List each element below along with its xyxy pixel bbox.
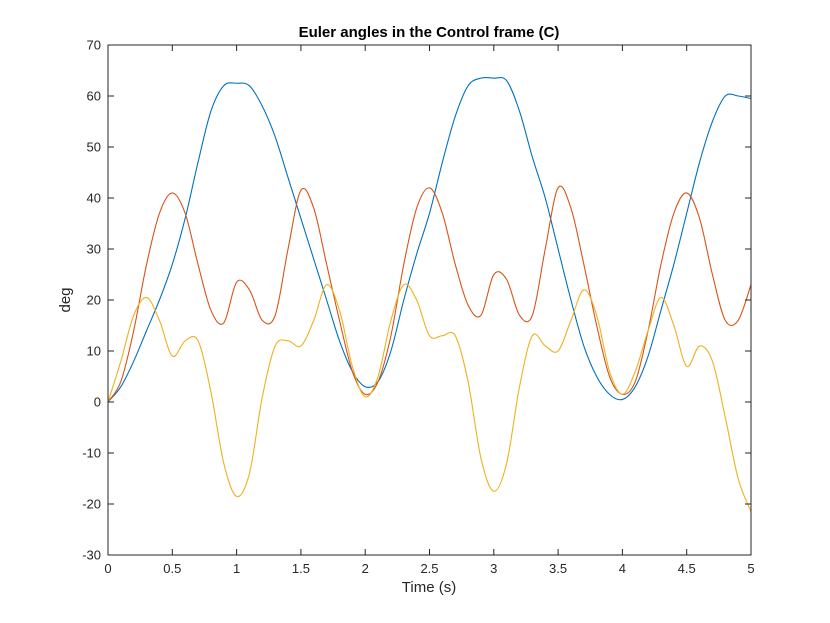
x-tick-label: 4.5	[678, 561, 696, 576]
x-tick-label: 3.5	[549, 561, 567, 576]
x-tick-label: 3	[490, 561, 497, 576]
y-tick-label: -30	[82, 548, 101, 563]
series-line-2	[107, 185, 752, 403]
y-axis-label: deg	[57, 287, 74, 312]
x-tick-label: 0.5	[163, 561, 181, 576]
y-tick-label: 50	[87, 140, 101, 155]
y-tick-label: 0	[94, 395, 101, 410]
y-tick-label: -20	[82, 497, 101, 512]
x-axis: 0 0.5 1 1.5 2 2.5 3 3.5 4 4.5 5	[104, 45, 755, 576]
y-tick-label: 60	[87, 89, 101, 104]
x-tick-label: 1.5	[292, 561, 310, 576]
series-line-1	[107, 76, 752, 403]
x-tick-label: 2.5	[420, 561, 438, 576]
x-tick-label: 4	[619, 561, 626, 576]
y-tick-label: 30	[87, 242, 101, 257]
x-tick-label: 0	[104, 561, 111, 576]
y-tick-label: -10	[82, 446, 101, 461]
y-tick-label: 40	[87, 191, 101, 206]
y-tick-label: 20	[87, 293, 101, 308]
x-axis-label: Time (s)	[402, 579, 456, 596]
chart-title: Euler angles in the Control frame (C)	[299, 24, 560, 41]
series-layer	[107, 76, 752, 512]
y-axis: -30 -20 -10 0 10 20 30 40 50 60 70	[82, 38, 751, 563]
y-tick-label: 10	[87, 344, 101, 359]
x-tick-label: 5	[747, 561, 754, 576]
x-tick-label: 1	[233, 561, 240, 576]
y-tick-label: 70	[87, 38, 101, 53]
series-line-3	[107, 283, 752, 512]
x-tick-label: 2	[362, 561, 369, 576]
